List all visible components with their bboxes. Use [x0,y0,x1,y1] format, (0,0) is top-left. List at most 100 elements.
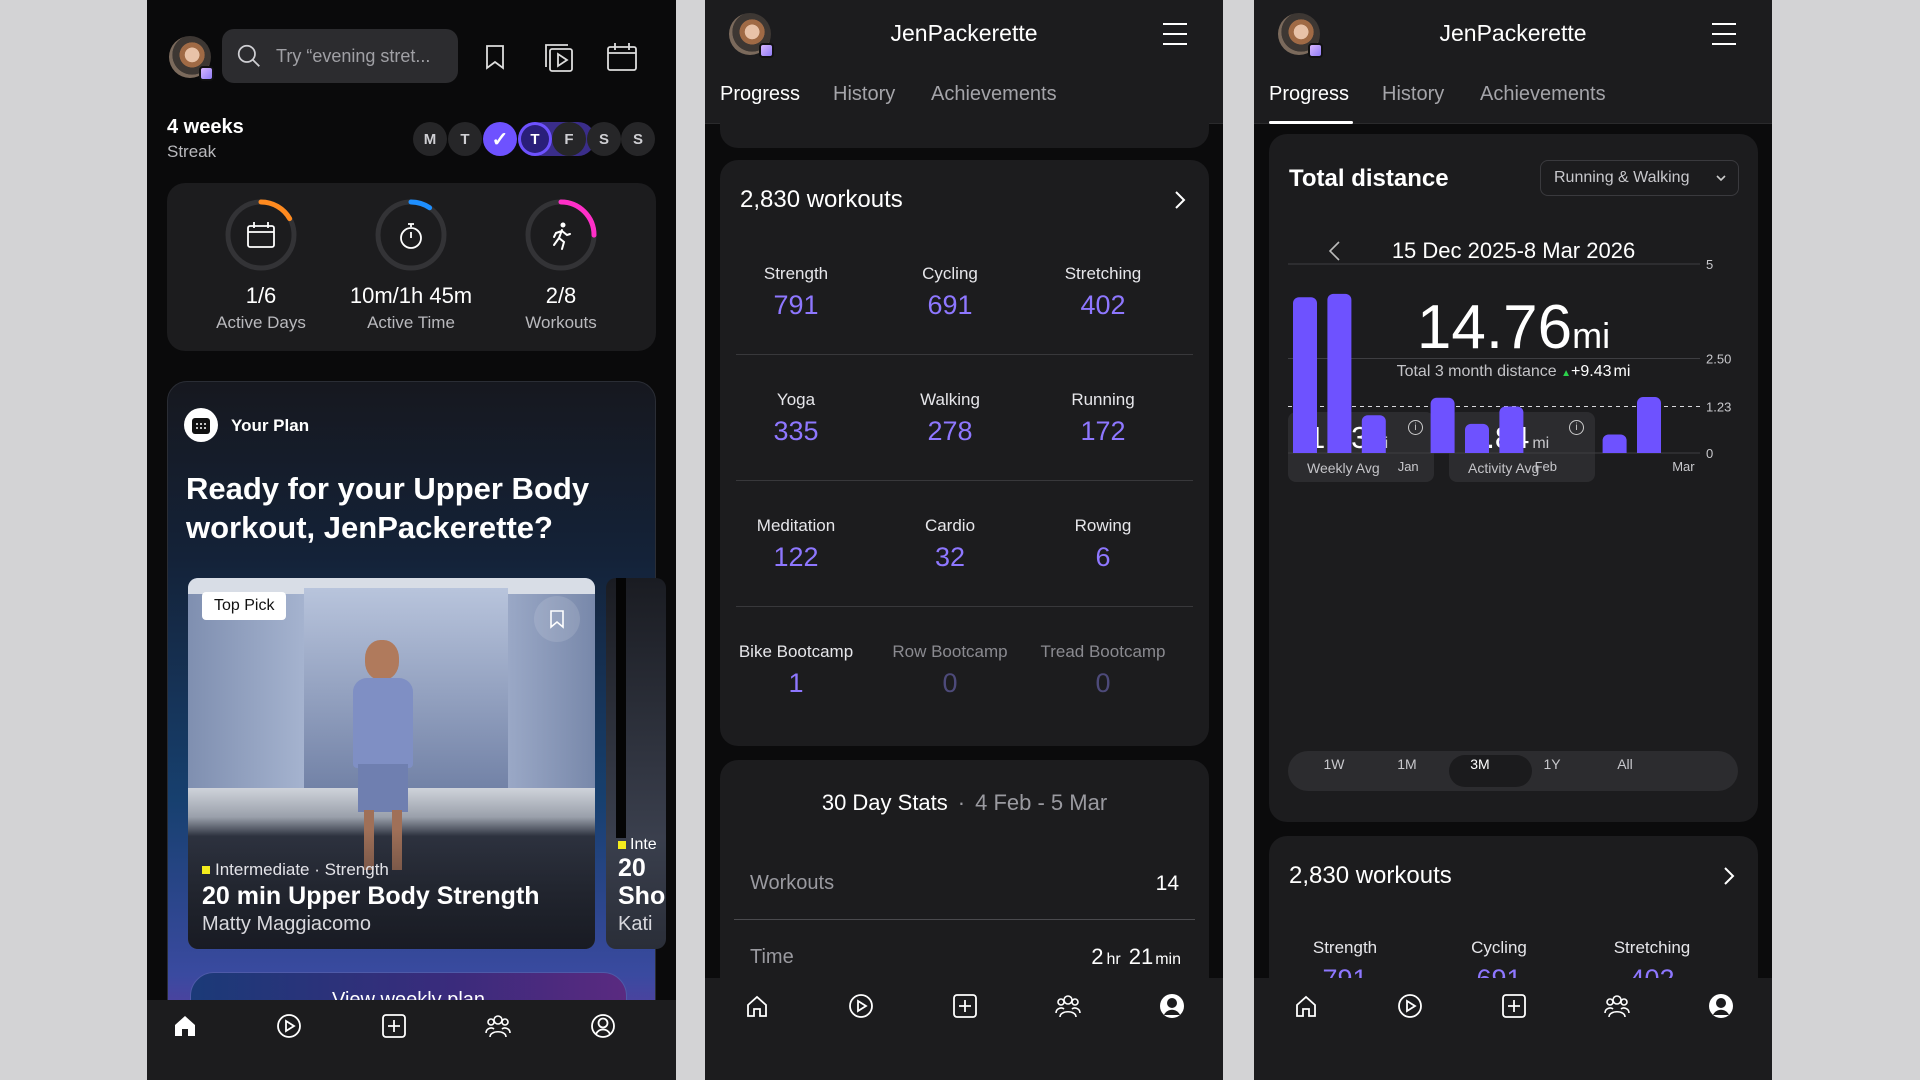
top-pick-badge: Top Pick [202,592,287,620]
chevron-right-icon[interactable] [1719,864,1739,888]
category-running[interactable]: Running 172 [1071,390,1135,446]
chevron-right-icon[interactable] [1170,188,1190,212]
plan-card: Your Plan Ready for your Upper Body work… [167,381,666,1080]
calendar-progress-ring [225,199,297,271]
username-title: JenPackerette [890,20,1038,46]
tab-progress[interactable]: Progress [1269,83,1350,105]
stats-workouts-value: 14 [1155,872,1179,895]
avatar[interactable] [169,36,214,81]
tab-achievements[interactable]: Achievements [931,83,1057,105]
search-input[interactable]: Try “evening stret... [222,29,458,83]
info-icon[interactable]: i [1408,420,1423,435]
tab-achievements[interactable]: Achievements [1480,83,1606,105]
day-5[interactable]: S [587,122,621,156]
bar [1499,406,1524,453]
nav-log-workout-icon[interactable] [381,1012,407,1040]
nav-community-icon[interactable] [485,1012,511,1040]
avatar[interactable] [729,13,774,58]
nav-community-icon[interactable] [1604,992,1630,1020]
nav-profile-icon[interactable] [1159,992,1185,1020]
bar [1465,423,1489,453]
divider [734,919,1195,920]
menu-icon[interactable] [1710,20,1738,48]
range-1y[interactable]: 1Y [1543,756,1561,772]
nav-home-icon[interactable] [1293,992,1319,1020]
tab-history[interactable]: History [833,83,896,105]
bottom-nav [705,978,1223,1080]
nav-home-icon[interactable] [172,1012,198,1040]
avatar[interactable] [1278,13,1323,58]
nav-log-workout-icon[interactable] [952,992,978,1020]
bottom-nav [1254,978,1772,1080]
workout-meta-text: Intermediate · Strength [215,860,389,879]
distance-title: Total distance [1289,165,1449,192]
activity-filter-dropdown[interactable]: Running & Walking [1540,160,1739,196]
day-3[interactable]: T [518,122,552,156]
range-all[interactable]: All [1617,756,1633,772]
ring-value: 10m/1h 45m [349,283,473,308]
filter-value: Running & Walking [1554,169,1690,186]
nav-classes-icon[interactable] [848,992,874,1020]
day-1[interactable]: T [448,122,482,156]
date-range: 15 Dec 2025-8 Mar 2026 [1391,238,1636,263]
nav-home-icon[interactable] [744,992,770,1020]
workout-card[interactable]: Top Pick Intermediate · Strength 20 min … [188,578,595,949]
nav-community-icon[interactable] [1055,992,1081,1020]
distance-bar-chart: 5 2.50 1.23 0 Jan Feb Mar [1288,257,1731,474]
search-placeholder: Try “evening stret... [276,45,431,66]
nav-profile-icon[interactable] [590,1012,616,1040]
day-2[interactable]: ✓ [483,122,517,156]
menu-icon[interactable] [1161,20,1189,48]
weekly-avg-label: Weekly Avg [1307,460,1380,476]
bottom-nav [147,1000,676,1080]
category-yoga[interactable]: Yoga 335 [773,390,819,446]
ring-value: 2/8 [545,283,577,308]
tab-history[interactable]: History [1382,83,1445,105]
workout-instructor: Matty Maggiacomo [202,913,371,935]
range-1m[interactable]: 1M [1397,756,1417,772]
bar [1430,397,1455,453]
info-icon[interactable]: i [1569,420,1584,435]
weekly-goals-card[interactable]: 1/6 Active Days 10m/1h 45m Active Time 2… [167,183,656,351]
nav-profile-icon[interactable] [1708,992,1734,1020]
category-cardio[interactable]: Cardio 32 [924,516,976,572]
category-tread-bootcamp[interactable]: Tread Bootcamp 0 [1040,642,1166,698]
nav-log-workout-icon[interactable] [1501,992,1527,1020]
nav-classes-icon[interactable] [1397,992,1423,1020]
plan-calendar-icon [184,408,218,442]
workout-meta: Intermediate · Strength [202,860,389,880]
bookmark-icon[interactable] [480,42,510,72]
category-meditation[interactable]: Meditation 122 [756,516,836,572]
home-screen: Try “evening stret... 4 weeks Streak M T ✓… [147,0,676,1080]
category-bike-bootcamp[interactable]: Bike Bootcamp 1 [738,642,854,698]
profile-screen: JenPackerette Progress History Achieveme… [705,0,1223,1080]
video-library-icon[interactable] [542,40,576,74]
bar [1602,434,1627,453]
plan-heading: Ready for your Upper Body workout, JenPa… [186,471,590,545]
tab-progress[interactable]: Progress [720,83,801,105]
badge-icon [759,43,774,58]
next-workout-card[interactable]: Inte 20 Sho Kati [606,578,666,949]
category-row-bootcamp[interactable]: Row Bootcamp 0 [892,642,1008,698]
range-1w[interactable]: 1W [1323,756,1345,772]
profile-header: JenPackerette Progress History Achieveme… [705,0,1223,124]
stopwatch-icon [400,223,422,249]
range-3m[interactable]: 3M [1470,756,1490,772]
category-walking[interactable]: Walking 278 [920,390,980,446]
day-6[interactable]: S [621,122,655,156]
divider [736,480,1193,481]
profile-header: JenPackerette Progress History Achieveme… [1254,0,1772,124]
day-4[interactable]: F [552,122,586,156]
workouts-total: 2,830 workouts [1289,862,1452,889]
chevron-left-icon[interactable] [1324,238,1344,264]
category-rowing[interactable]: Rowing 6 [1074,516,1132,572]
next-workout-instructor: Kati [618,913,653,935]
save-workout-button[interactable] [534,596,580,642]
day-0[interactable]: M [413,122,447,156]
nav-classes-icon[interactable] [276,1012,302,1040]
calendar-icon[interactable] [605,40,639,74]
